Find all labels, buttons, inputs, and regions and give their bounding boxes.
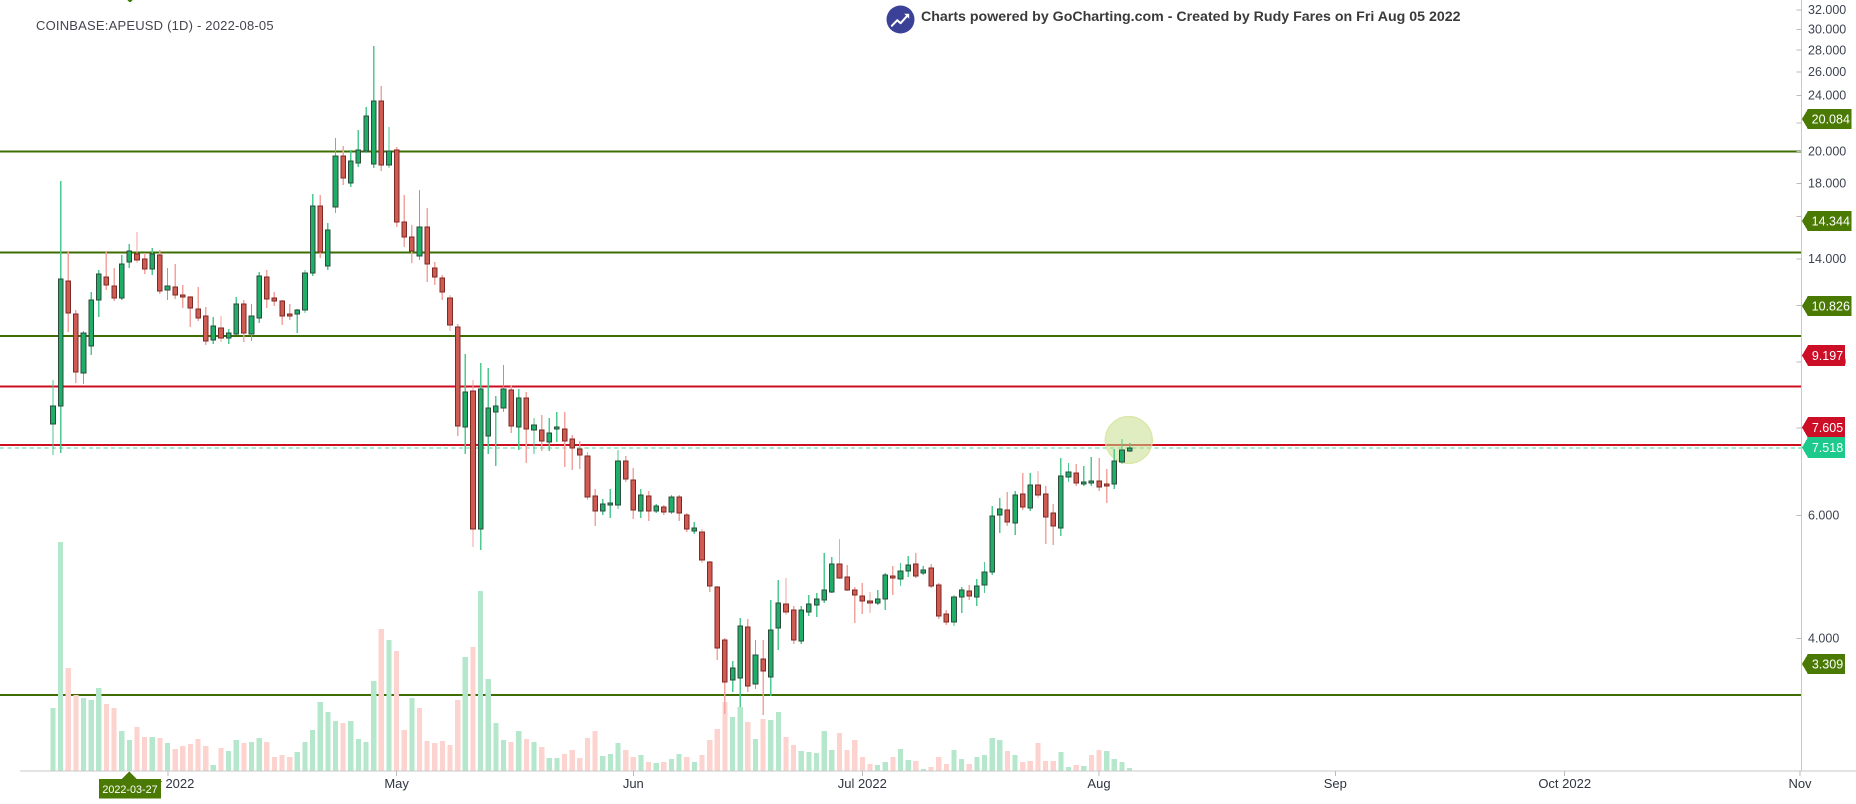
svg-text:32.000: 32.000 <box>1808 3 1846 17</box>
svg-text:18.000: 18.000 <box>1808 177 1846 191</box>
svg-text:26.000: 26.000 <box>1808 65 1846 79</box>
svg-text:4.000: 4.000 <box>1808 632 1839 646</box>
svg-text:Jun: Jun <box>623 776 644 791</box>
svg-text:9.197: 9.197 <box>1812 349 1843 363</box>
svg-text:20.000: 20.000 <box>1808 145 1846 159</box>
svg-text:14.000: 14.000 <box>1808 252 1846 266</box>
svg-text:3.309: 3.309 <box>1812 657 1843 671</box>
svg-text:6.000: 6.000 <box>1808 509 1839 523</box>
svg-text:7.518: 7.518 <box>1812 441 1843 455</box>
svg-text:Sep: Sep <box>1324 776 1347 791</box>
svg-text:May: May <box>384 776 409 791</box>
svg-text:14.344: 14.344 <box>1812 214 1850 228</box>
svg-text:2022-03-27: 2022-03-27 <box>102 784 157 796</box>
svg-text:30.000: 30.000 <box>1808 23 1846 37</box>
svg-text:Aug: Aug <box>1087 776 1110 791</box>
svg-text:Oct 2022: Oct 2022 <box>1538 776 1591 791</box>
svg-text:24.000: 24.000 <box>1808 89 1846 103</box>
svg-text:Nov: Nov <box>1788 776 1812 791</box>
svg-text:Jul 2022: Jul 2022 <box>838 776 887 791</box>
svg-text:20.084: 20.084 <box>1812 112 1850 126</box>
svg-text:7.605: 7.605 <box>1812 421 1843 435</box>
svg-text:10.826: 10.826 <box>1812 299 1850 313</box>
svg-text:28.000: 28.000 <box>1808 43 1846 57</box>
